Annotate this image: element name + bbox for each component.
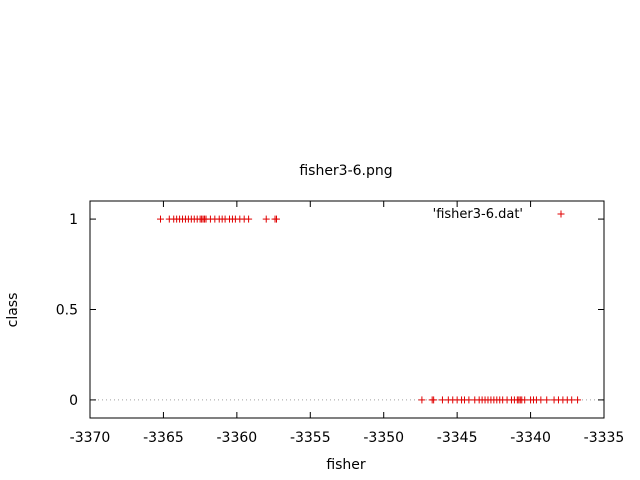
chart-title: fisher3-6.png xyxy=(299,163,392,179)
data-point xyxy=(574,396,582,404)
data-point xyxy=(543,396,551,404)
data-point xyxy=(521,396,529,404)
x-tick-label: -3335 xyxy=(584,430,625,446)
data-point xyxy=(465,396,473,404)
x-tick-label: -3340 xyxy=(510,430,551,446)
data-point xyxy=(262,215,270,223)
data-point xyxy=(156,215,164,223)
x-axis-label: fisher xyxy=(326,457,366,473)
y-ticks: 00.51 xyxy=(56,212,604,409)
y-tick-label: 1 xyxy=(69,212,78,228)
data-point xyxy=(273,215,281,223)
x-tick-label: -3355 xyxy=(290,430,331,446)
legend-plus-marker xyxy=(557,210,565,218)
x-tick-label: -3365 xyxy=(143,430,184,446)
x-tick-label: -3360 xyxy=(217,430,258,446)
y-tick-label: 0 xyxy=(69,393,78,409)
y-axis-label: class xyxy=(5,293,21,328)
x-tick-label: -3370 xyxy=(70,430,111,446)
x-tick-label: -3345 xyxy=(437,430,478,446)
data-point xyxy=(245,215,253,223)
data-points xyxy=(156,215,582,404)
x-tick-label: -3350 xyxy=(363,430,404,446)
data-point xyxy=(418,396,426,404)
plot-frame xyxy=(89,200,605,419)
data-point xyxy=(568,396,576,404)
x-ticks: -3370 -3365 -3360 -3355 -3350 -3345 -3340 -3335 xyxy=(70,201,625,446)
data-point xyxy=(537,396,545,404)
y-tick-label: 0.5 xyxy=(56,303,78,319)
legend-label: 'fisher3-6.dat' xyxy=(433,207,523,222)
legend-marker xyxy=(557,210,565,218)
legend: 'fisher3-6.dat' xyxy=(433,207,565,222)
data-point xyxy=(430,396,438,404)
data-point xyxy=(438,396,446,404)
